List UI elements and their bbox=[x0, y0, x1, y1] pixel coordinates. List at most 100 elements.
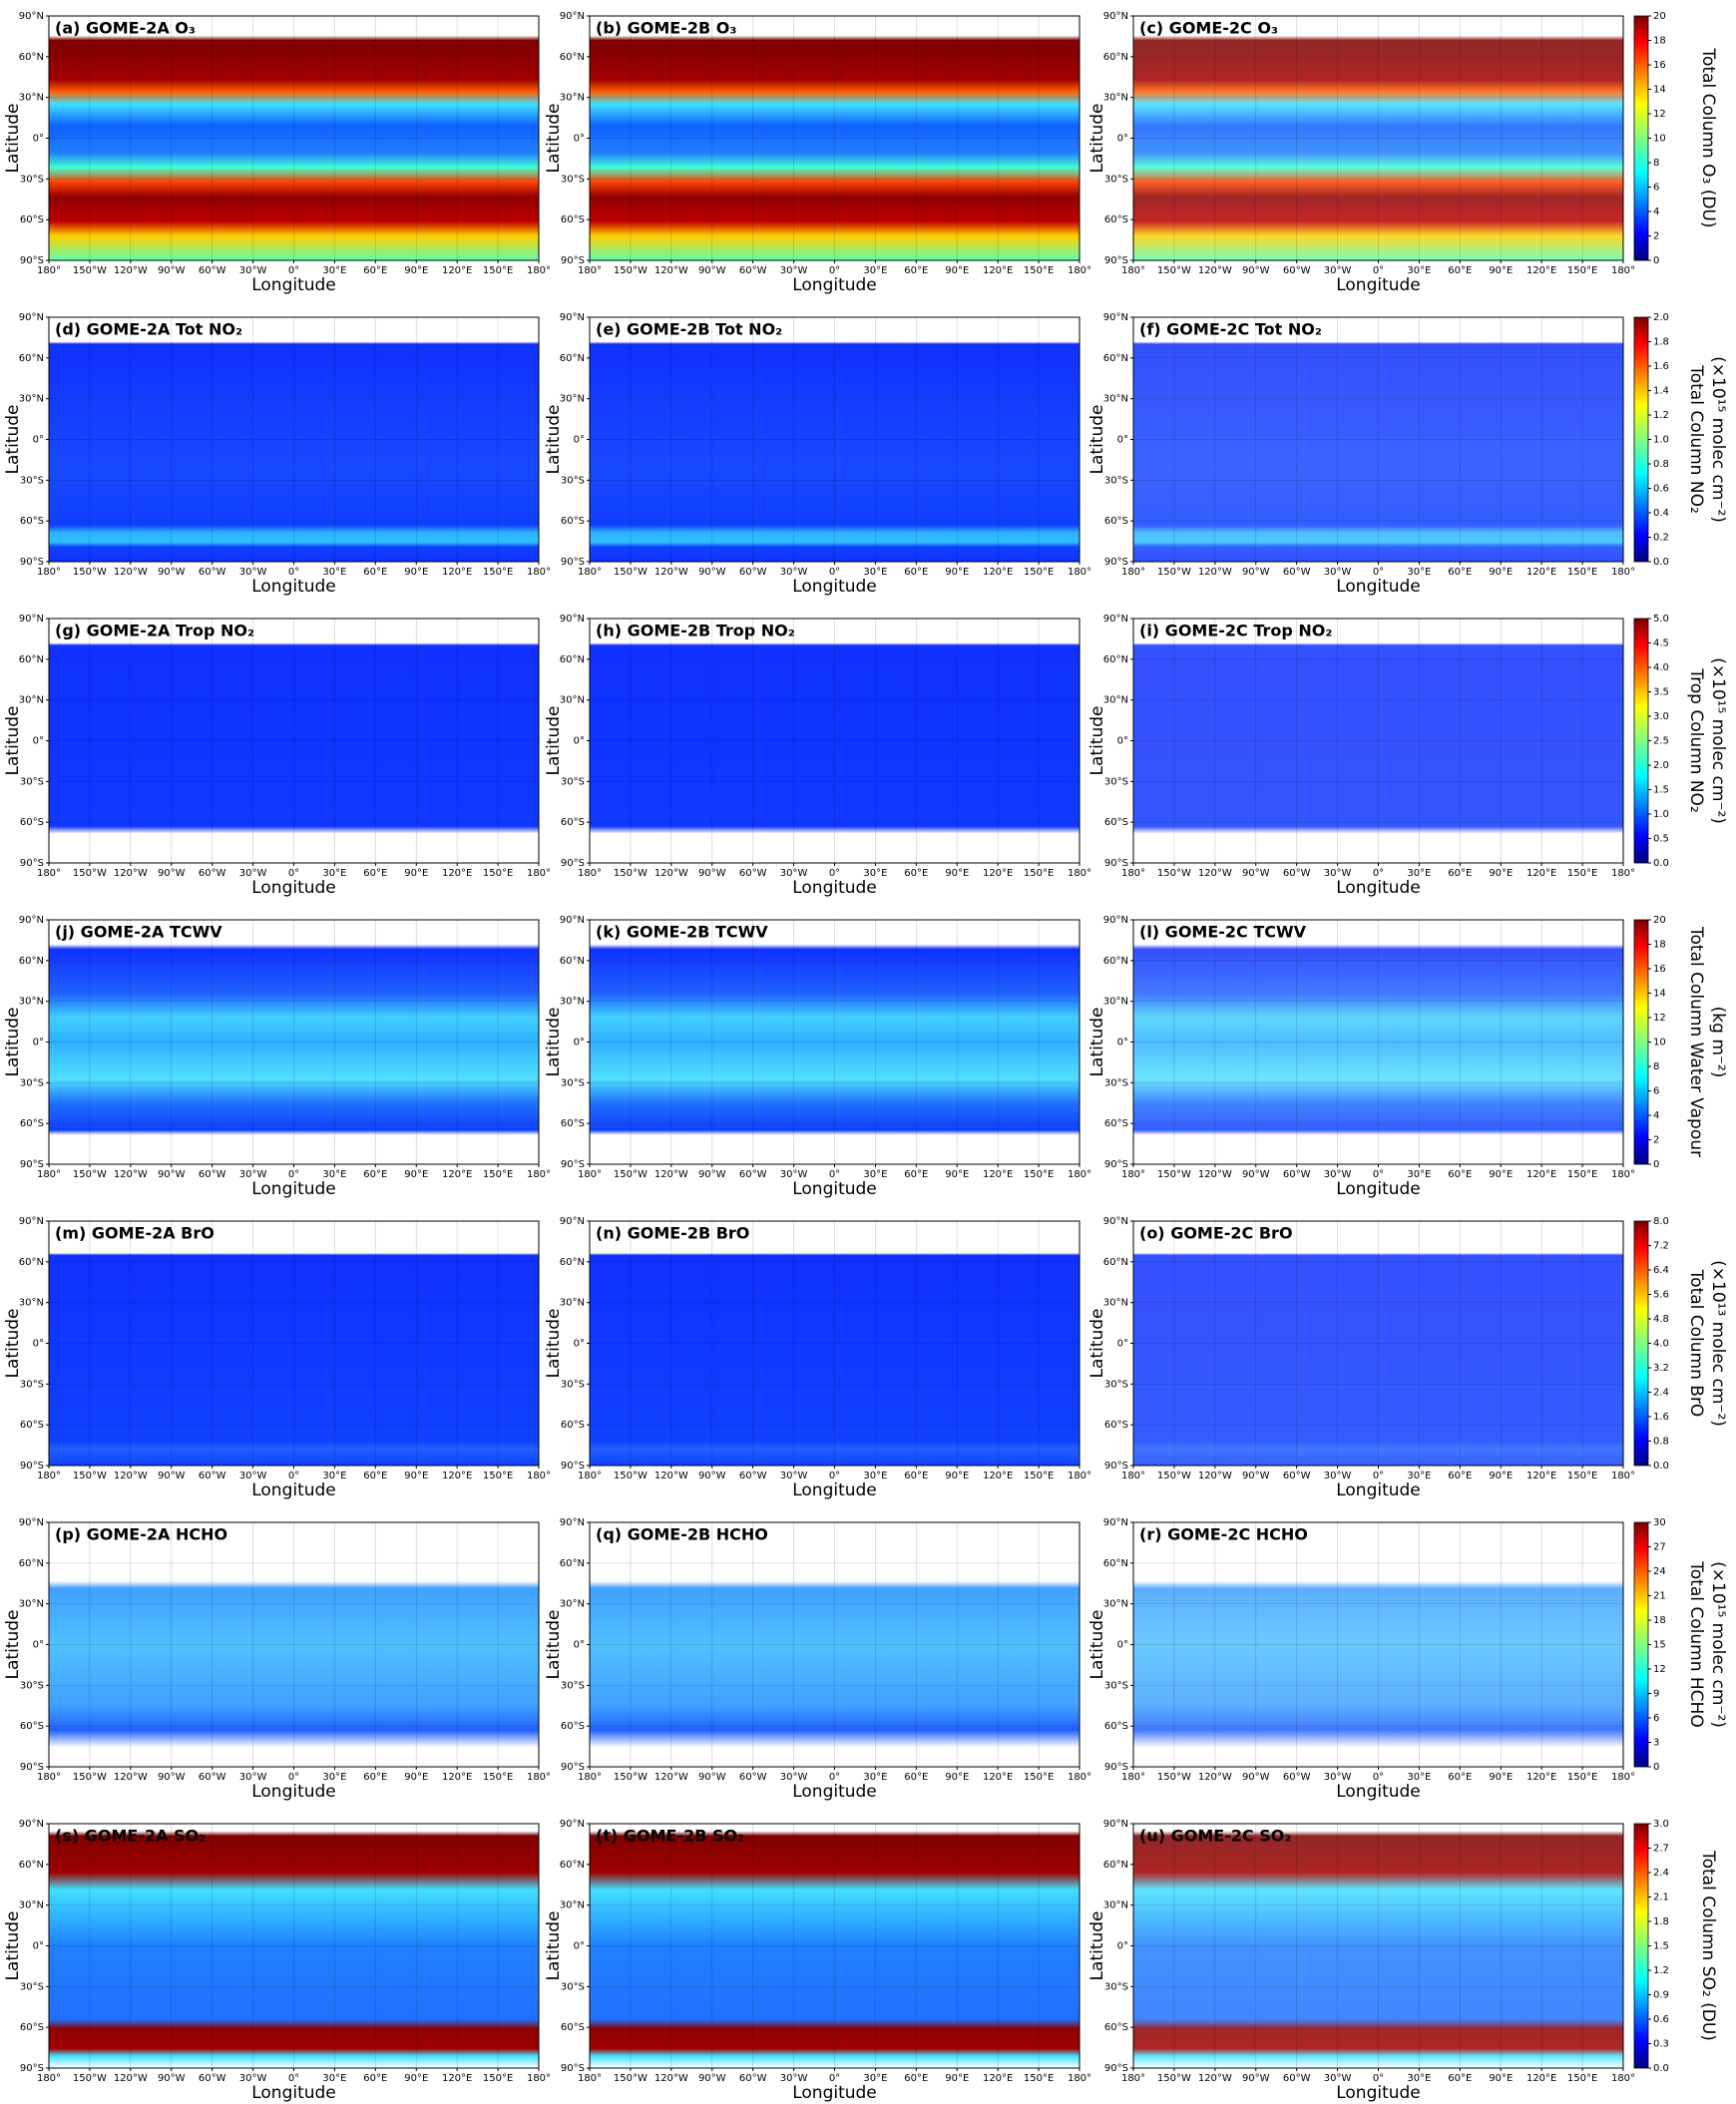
colorbar-tick-label: 0.0 bbox=[1653, 557, 1669, 568]
x-tick-label: 150°E bbox=[483, 1772, 513, 1783]
y-tick-label: 90°N bbox=[560, 1216, 585, 1227]
map-panel: 180° 150°W 120°W 90°W 60°W 30°W 0° 30°E 60°E 90°E… bbox=[1087, 11, 1635, 295]
map-frame bbox=[48, 919, 540, 1165]
colorbar-tick-label: 14 bbox=[1653, 85, 1666, 96]
map-field bbox=[1133, 16, 1623, 260]
colorbar-tick-label: 6 bbox=[1653, 183, 1659, 194]
y-tick-label: 30°S bbox=[561, 475, 585, 486]
colorbar-tick-label: 2 bbox=[1653, 231, 1659, 242]
y-axis-label: Latitude bbox=[1087, 1911, 1107, 1981]
panel-title: (p) GOME-2A HCHO bbox=[55, 1525, 227, 1544]
x-tick-label: 90°E bbox=[1489, 1772, 1513, 1783]
colorbar-tick-label: 1.0 bbox=[1653, 435, 1669, 446]
x-tick-label: 30°W bbox=[1324, 2073, 1352, 2084]
x-tick-label: 180° bbox=[1068, 1169, 1091, 1180]
colorbar-tick-label: 3.2 bbox=[1653, 1363, 1669, 1374]
map-field bbox=[49, 317, 539, 562]
x-tick-label: 30°W bbox=[1324, 1772, 1352, 1783]
x-tick-label: 180° bbox=[1611, 1471, 1635, 1481]
map-frame bbox=[48, 316, 540, 563]
map-panel: 180° 150°W 120°W 90°W 60°W 30°W 0° 30°E 60°E 90°E… bbox=[544, 11, 1091, 295]
y-tick-label: 60°S bbox=[20, 1420, 44, 1431]
x-tick-label: 180° bbox=[527, 265, 551, 276]
x-tick-label: 150°W bbox=[1157, 1471, 1191, 1481]
y-tick-label: 0° bbox=[574, 1339, 585, 1350]
y-tick-label: 90°N bbox=[560, 1517, 585, 1528]
y-tick-label: 60°N bbox=[19, 1257, 44, 1268]
x-tick-label: 150°W bbox=[73, 1772, 107, 1783]
x-tick-label: 120°E bbox=[1526, 567, 1556, 578]
colorbar-tick-label: 18 bbox=[1653, 1615, 1666, 1626]
x-tick-label: 90°E bbox=[404, 1772, 428, 1783]
x-tick-label: 150°W bbox=[614, 265, 648, 276]
x-tick-label: 30°W bbox=[780, 567, 808, 578]
x-tick-label: 180° bbox=[37, 567, 61, 578]
colorbar-label: Total Column Water Vapour bbox=[1686, 926, 1706, 1157]
colorbar-tick-label: 15 bbox=[1653, 1640, 1666, 1651]
x-tick-label: 180° bbox=[1611, 2073, 1635, 2084]
y-axis-label: Latitude bbox=[1087, 1610, 1107, 1680]
x-tick-label: 180° bbox=[1611, 868, 1635, 879]
x-axis-label: Longitude bbox=[792, 2083, 877, 2103]
x-tick-label: 90°W bbox=[1242, 265, 1270, 276]
x-tick-label: 150°E bbox=[1567, 567, 1597, 578]
x-tick-label: 0° bbox=[829, 868, 840, 879]
x-tick-label: 0° bbox=[288, 1772, 299, 1783]
y-tick-label: 60°N bbox=[1103, 353, 1128, 364]
x-tick-label: 150°E bbox=[483, 868, 513, 879]
x-tick-label: 60°E bbox=[1448, 1772, 1472, 1783]
colorbar-tick-label: 4.0 bbox=[1653, 662, 1669, 673]
x-tick-label: 60°E bbox=[1448, 265, 1472, 276]
y-tick-label: 30°N bbox=[1103, 93, 1128, 104]
colorbar-tick-label: 16 bbox=[1653, 964, 1666, 975]
x-tick-label: 120°W bbox=[114, 1471, 148, 1481]
x-tick-label: 180° bbox=[578, 567, 602, 578]
y-tick-label: 60°N bbox=[560, 1558, 585, 1569]
x-tick-label: 30°E bbox=[1407, 2073, 1431, 2084]
colorbar-tick-label: 0.2 bbox=[1653, 533, 1669, 544]
colorbar-tick-label: 1.4 bbox=[1653, 386, 1669, 397]
x-tick-label: 0° bbox=[829, 2073, 840, 2084]
y-tick-label: 90°N bbox=[1103, 614, 1128, 625]
y-tick-label: 90°N bbox=[19, 11, 44, 22]
map-panel: 180° 150°W 120°W 90°W 60°W 30°W 0° 30°E 60°E 90°E… bbox=[544, 312, 1091, 597]
colorbar-tick-label: 8 bbox=[1653, 1061, 1659, 1072]
panel-title: (i) GOME-2C Trop NO₂ bbox=[1139, 622, 1332, 640]
y-tick-label: 90°S bbox=[1104, 1762, 1128, 1773]
x-tick-label: 30°E bbox=[1407, 1169, 1431, 1180]
x-tick-label: 30°E bbox=[863, 1471, 887, 1481]
y-tick-label: 30°N bbox=[1103, 394, 1128, 405]
y-tick-label: 60°N bbox=[560, 956, 585, 967]
y-tick-label: 60°N bbox=[19, 654, 44, 665]
y-tick-label: 90°S bbox=[20, 1762, 44, 1773]
y-tick-label: 90°N bbox=[19, 1517, 44, 1528]
x-tick-label: 150°E bbox=[1024, 1772, 1054, 1783]
x-tick-label: 150°W bbox=[614, 868, 648, 879]
x-tick-label: 120°E bbox=[983, 868, 1013, 879]
y-tick-label: 90°N bbox=[1103, 1216, 1128, 1227]
colorbar-tick-label: 12 bbox=[1653, 1013, 1666, 1024]
y-tick-label: 60°S bbox=[561, 817, 585, 828]
x-tick-label: 60°E bbox=[363, 265, 387, 276]
x-tick-label: 180° bbox=[37, 265, 61, 276]
y-tick-label: 30°S bbox=[561, 1981, 585, 1992]
x-tick-label: 0° bbox=[288, 868, 299, 879]
x-tick-label: 30°W bbox=[780, 2073, 808, 2084]
y-tick-label: 60°N bbox=[560, 1257, 585, 1268]
x-tick-label: 90°W bbox=[698, 1169, 726, 1180]
x-tick-label: 120°W bbox=[114, 1772, 148, 1783]
x-tick-label: 90°E bbox=[404, 1169, 428, 1180]
x-axis-label: Longitude bbox=[1336, 2083, 1421, 2103]
x-tick-label: 0° bbox=[1373, 1772, 1384, 1783]
y-axis-label: Latitude bbox=[3, 1008, 23, 1077]
x-tick-label: 60°W bbox=[1283, 868, 1311, 879]
y-tick-label: 60°S bbox=[20, 2022, 44, 2033]
x-tick-label: 150°W bbox=[73, 567, 107, 578]
x-tick-label: 150°W bbox=[614, 1169, 648, 1180]
x-tick-label: 0° bbox=[288, 2073, 299, 2084]
y-tick-label: 30°S bbox=[20, 1077, 44, 1088]
y-axis-label: Latitude bbox=[544, 1309, 564, 1379]
y-tick-label: 90°S bbox=[20, 858, 44, 869]
y-tick-label: 90°S bbox=[561, 1762, 585, 1773]
x-tick-label: 60°E bbox=[363, 1169, 387, 1180]
